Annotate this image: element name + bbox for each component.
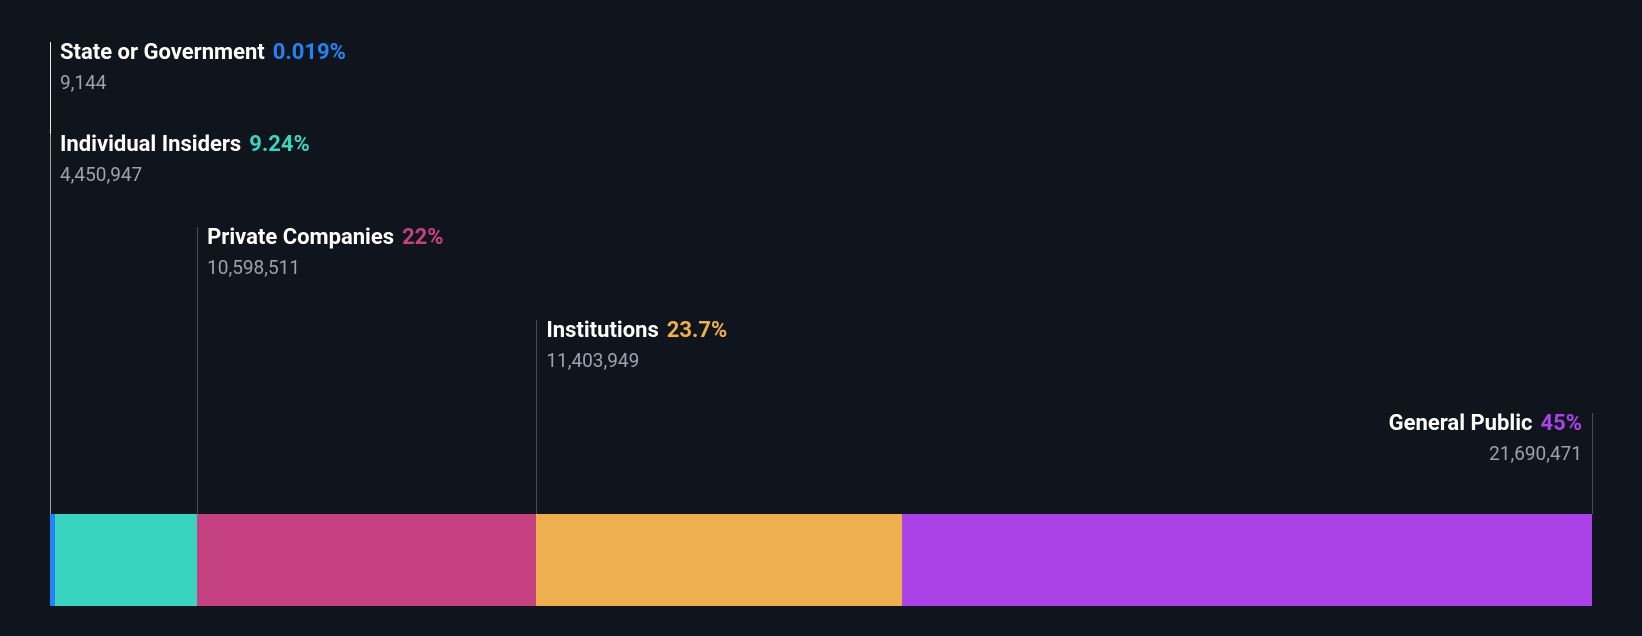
segment-percent: 45% [1540, 411, 1582, 436]
segment-label: Individual Insiders [60, 132, 241, 157]
bar-segment-individual_insiders [55, 514, 197, 606]
label-group-private_companies: Private Companies 22% 10,598,511 [207, 225, 443, 279]
segment-percent: 9.24% [249, 132, 310, 157]
chart-area: State or Government 0.019% 9,144 Individual… [50, 20, 1592, 636]
label-title-row: General Public 45% [1389, 411, 1582, 436]
label-title-row: Institutions 23.7% [546, 318, 727, 343]
segment-percent: 23.7% [667, 318, 728, 343]
segment-value: 4,450,947 [60, 163, 142, 186]
bar-segment-institutions [536, 514, 901, 606]
segment-percent: 22% [402, 225, 444, 250]
label-group-general_public: General Public 45% 21,690,471 [1389, 411, 1582, 465]
label-title-row: Individual Insiders 9.24% [60, 132, 310, 157]
label-group-individual_insiders: Individual Insiders 9.24% 4,450,947 [60, 132, 310, 186]
segment-value: 21,690,471 [1489, 442, 1582, 465]
segment-label: General Public [1389, 411, 1533, 436]
connector-line-institutions [536, 320, 537, 514]
segment-value: 10,598,511 [207, 256, 300, 279]
segment-value: 11,403,949 [546, 349, 639, 372]
connector-line-individual_insiders [50, 134, 51, 514]
connector-line-general_public [1592, 413, 1593, 514]
stacked-bar-track [50, 514, 1592, 606]
bar-segment-private_companies [197, 514, 536, 606]
segment-percent: 0.019% [273, 40, 346, 65]
label-group-state_or_government: State or Government 0.019% 9,144 [60, 40, 346, 94]
segment-label: State or Government [60, 40, 265, 65]
label-group-institutions: Institutions 23.7% 11,403,949 [546, 318, 727, 372]
bar-segment-general_public [902, 514, 1592, 606]
connector-line-private_companies [197, 227, 198, 514]
ownership-breakdown-chart: State or Government 0.019% 9,144 Individual… [0, 0, 1642, 636]
connector-line-state_or_government [50, 42, 51, 514]
segment-label: Institutions [546, 318, 658, 343]
segment-label: Private Companies [207, 225, 394, 250]
label-title-row: Private Companies 22% [207, 225, 443, 250]
segment-value: 9,144 [60, 71, 106, 94]
label-title-row: State or Government 0.019% [60, 40, 346, 65]
